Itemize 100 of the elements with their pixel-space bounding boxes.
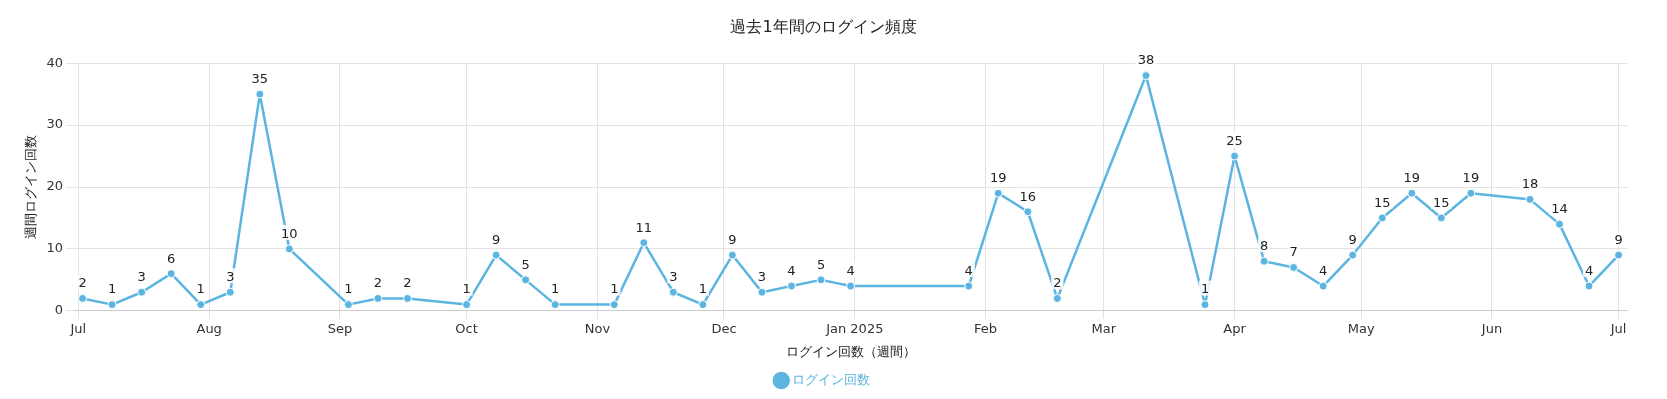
x-tick-label: Sep — [327, 320, 353, 336]
y-tick-label: 40 — [46, 54, 64, 70]
point — [964, 281, 974, 291]
point — [1584, 281, 1594, 291]
point — [137, 287, 147, 297]
point — [521, 275, 531, 285]
point — [284, 244, 294, 254]
x-tick-label: Mar — [1091, 320, 1117, 336]
point — [373, 293, 383, 303]
point — [668, 287, 678, 297]
data-label: 19 — [1403, 170, 1421, 186]
data-label: 9 — [728, 231, 737, 247]
data-label: 9 — [1348, 231, 1357, 247]
legend-label: ログイン回数 — [791, 371, 870, 387]
data-label: 25 — [1226, 132, 1243, 148]
point — [78, 293, 88, 303]
point — [1200, 300, 1210, 310]
point — [1614, 250, 1624, 260]
data-label: 10 — [281, 225, 298, 241]
point — [727, 250, 737, 260]
data-label: 19 — [989, 170, 1007, 186]
x-tick-label: Apr — [1223, 320, 1247, 336]
point — [1141, 71, 1151, 81]
data-label: 18 — [1521, 176, 1539, 192]
data-label: 4 — [1584, 262, 1594, 278]
point — [1023, 207, 1033, 217]
y-tick-label: 20 — [46, 178, 64, 194]
point — [698, 300, 708, 310]
data-label: 3 — [137, 269, 146, 285]
point — [1466, 188, 1476, 198]
data-label: 16 — [1019, 188, 1037, 204]
point — [225, 287, 235, 297]
data-label: 1 — [551, 281, 560, 297]
data-label: 4 — [846, 262, 855, 278]
point — [1318, 281, 1328, 291]
point — [196, 300, 206, 310]
data-label: 1 — [1200, 281, 1210, 297]
data-label: 3 — [669, 269, 678, 285]
data-label: 8 — [1259, 238, 1269, 254]
data-label: 35 — [251, 71, 269, 87]
y-tick-label: 30 — [46, 116, 64, 132]
data-label: 1 — [107, 281, 117, 297]
point — [609, 300, 619, 310]
data-label: 2 — [403, 275, 412, 291]
data-label: 9 — [491, 231, 501, 247]
point — [1348, 250, 1358, 260]
data-label: 14 — [1551, 201, 1568, 217]
data-label: 1 — [344, 281, 353, 297]
point — [639, 238, 649, 248]
point — [462, 300, 472, 310]
data-label: 6 — [167, 250, 176, 266]
data-label: 1 — [462, 281, 471, 297]
data-label: 5 — [816, 256, 826, 272]
data-label: 2 — [1053, 275, 1062, 291]
point — [255, 89, 265, 99]
x-tick-label: May — [1347, 320, 1375, 336]
point — [1377, 213, 1387, 223]
data-label: 7 — [1289, 244, 1298, 260]
point — [166, 269, 176, 279]
data-label: 38 — [1137, 52, 1155, 68]
point — [993, 188, 1003, 198]
point — [403, 293, 412, 303]
data-label: 15 — [1373, 194, 1391, 210]
data-label: 4 — [964, 262, 973, 278]
data-label: 9 — [1614, 231, 1623, 247]
x-tick-label: Dec — [711, 320, 737, 336]
x-axis-title: ログイン回数（週間） — [785, 343, 916, 359]
data-label: 1 — [196, 281, 205, 297]
point — [1525, 194, 1535, 204]
point — [1259, 256, 1269, 266]
data-label: 19 — [1462, 170, 1480, 186]
x-tick-label: Jan 2025 — [825, 320, 884, 336]
data-label: 1 — [610, 281, 619, 297]
point — [107, 300, 117, 310]
point — [1407, 188, 1417, 198]
x-tick-label: Jul — [69, 320, 87, 336]
point — [816, 275, 826, 285]
point — [1554, 219, 1564, 229]
y-tick-label: 0 — [54, 302, 64, 318]
point — [343, 300, 353, 310]
point — [787, 281, 796, 291]
x-tick-label: Nov — [584, 320, 611, 336]
chart-title: 過去1年間のログイン頻度 — [730, 16, 917, 36]
point — [491, 250, 501, 260]
x-tick-label: Oct — [455, 320, 478, 336]
y-axis-title: 週間ログイン回数 — [23, 135, 39, 239]
data-label: 4 — [787, 262, 796, 278]
point — [1230, 151, 1240, 161]
x-tick-label: Feb — [974, 320, 998, 336]
data-label: 11 — [635, 219, 653, 235]
point — [550, 300, 560, 310]
data-label: 4 — [1319, 262, 1328, 278]
x-tick-label: Jun — [1480, 320, 1503, 336]
data-label: 2 — [373, 275, 383, 291]
point — [846, 281, 856, 291]
x-tick-label: Aug — [196, 320, 222, 336]
y-tick-label: 10 — [46, 240, 64, 256]
point — [1289, 262, 1299, 272]
data-label: 1 — [698, 281, 708, 297]
point — [1436, 213, 1446, 223]
